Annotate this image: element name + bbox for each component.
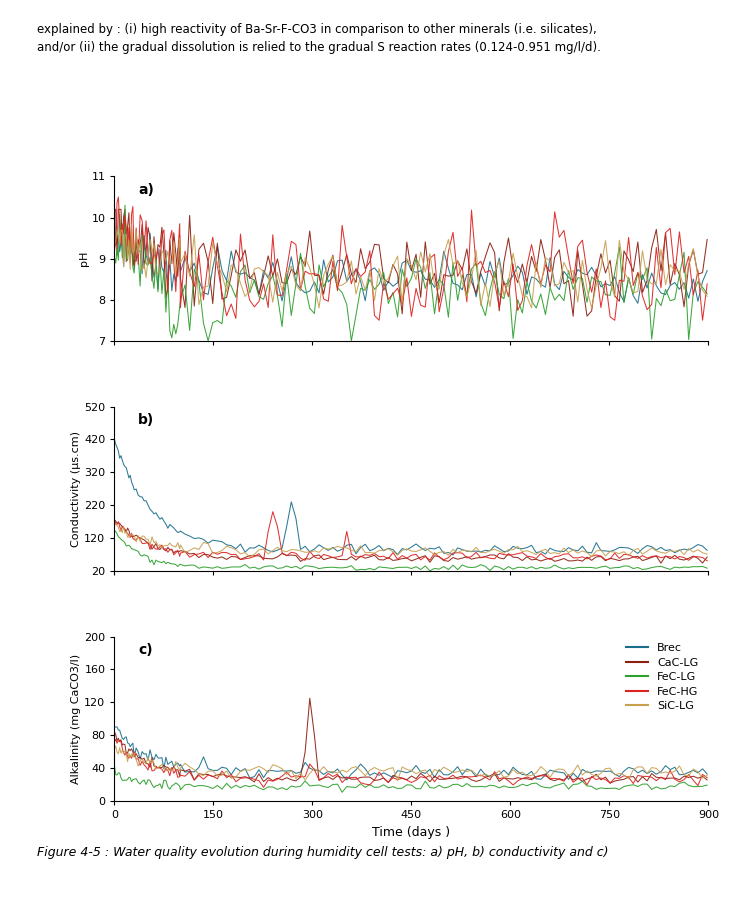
Y-axis label: Conductivity (µs.cm): Conductivity (µs.cm)	[72, 431, 81, 547]
Text: a): a)	[138, 183, 154, 197]
Legend: Brec, CaC-LG, FeC-LG, FeC-HG, SiC-LG: Brec, CaC-LG, FeC-LG, FeC-HG, SiC-LG	[621, 639, 703, 716]
Text: c): c)	[138, 643, 153, 657]
Text: b): b)	[138, 413, 154, 427]
Text: Figure 4-5 : Water quality evolution during humidity cell tests: a) pH, b) condu: Figure 4-5 : Water quality evolution dur…	[37, 846, 608, 859]
Y-axis label: Alkalinity (mg CaCO3/l): Alkalinity (mg CaCO3/l)	[72, 653, 81, 784]
Text: explained by : (i) high reactivity of Ba-Sr-F-CO3 in comparison to other mineral: explained by : (i) high reactivity of Ba…	[37, 23, 596, 35]
Y-axis label: pH: pH	[78, 251, 89, 266]
X-axis label: Time (days ): Time (days )	[373, 825, 450, 839]
Text: and/or (ii) the gradual dissolution is relied to the gradual S reaction rates (0: and/or (ii) the gradual dissolution is r…	[37, 41, 601, 53]
